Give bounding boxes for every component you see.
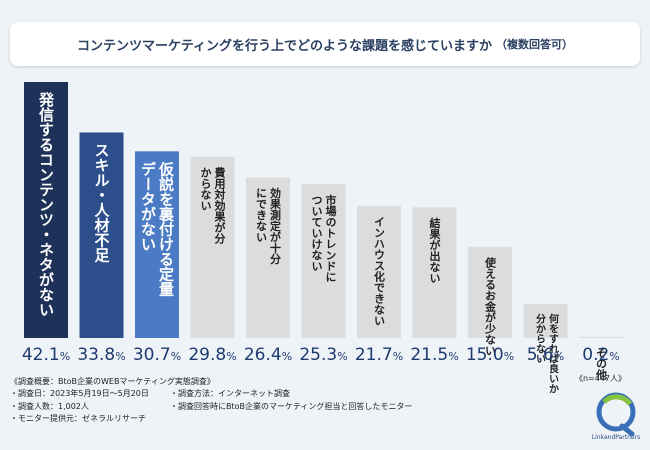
- bar-label-4-2: からない: [199, 166, 212, 210]
- bar-5: [246, 177, 290, 338]
- company-logo: LinkandPartners: [586, 390, 646, 446]
- logo-mark-icon: [596, 392, 636, 437]
- bar-1: [24, 82, 68, 338]
- bar-label-6-1: 市場のトレンドに: [324, 193, 337, 282]
- bar-3: [135, 151, 179, 338]
- bar-label-5-2: にできない: [255, 187, 268, 242]
- survey-date: ・調査日：2023年5月19日～5月20日: [10, 389, 149, 399]
- value-label-2: 33.8%: [77, 345, 125, 365]
- value-label-1: 42.1%: [22, 345, 70, 365]
- bar-label-1-1: 発信するコンテンツ・ネタがない: [37, 91, 55, 317]
- bar-7: [357, 206, 401, 338]
- value-label-7: 21.7%: [355, 345, 403, 365]
- bar-4: [190, 156, 235, 338]
- bar-label-2-1: スキル・人材不足: [93, 142, 111, 263]
- bar-10: [523, 303, 568, 338]
- bar-label-5-1: 効果測定が十分: [269, 186, 283, 265]
- bar-8: [412, 207, 457, 338]
- chart-title: コンテンツマーケティングを行う上でどのような課題を感じていますか: [77, 38, 492, 54]
- bar-11: [579, 336, 623, 338]
- bar-6: [301, 184, 346, 338]
- survey-count: ・調査人数：1,002人: [10, 401, 89, 411]
- survey-target: ・調査回答時にBtoB企業のマーケティング担当と回答したモニター: [170, 401, 413, 411]
- bar-label-4-1: 費用対効果が分: [213, 165, 227, 244]
- bar-2: [79, 132, 124, 338]
- survey-provider: ・モニター提供元：ゼネラルリサーチ: [10, 414, 146, 424]
- sample-size-label: 《n=447人》: [575, 374, 626, 383]
- survey-notes: 《調査概要：BtoB企業のWEBマーケティング実態調査》 ・調査日：2023年5…: [10, 376, 570, 426]
- survey-heading: 《調査概要：BtoB企業のWEBマーケティング実態調査》: [10, 377, 215, 386]
- value-label-6: 25.3%: [299, 345, 347, 365]
- bar-label-9-1: 使えるお金が少ない: [484, 255, 498, 355]
- bar-label-6-2: ついていけない: [310, 194, 323, 271]
- value-label-10: 5.6%: [527, 345, 565, 365]
- value-label-3: 30.7%: [133, 345, 181, 365]
- value-label-5: 26.4%: [244, 345, 292, 365]
- bar-label-10-1: 何をすれば良いか: [547, 313, 559, 394]
- chart-title-note: （複数回答可）: [495, 38, 573, 51]
- bar-label-3-2: データがない: [139, 161, 157, 252]
- value-label-9: 15.0%: [466, 345, 514, 365]
- bar-label-10-2: 分からない: [534, 313, 546, 364]
- value-label-4: 29.8%: [188, 345, 236, 365]
- logo-text: LinkandPartners: [591, 434, 641, 441]
- value-label-11: 0.2%: [582, 345, 620, 365]
- value-label-8: 21.5%: [410, 345, 458, 365]
- bar-9: [468, 246, 512, 338]
- bar-label-3-1: 仮説を裏付ける定量: [157, 161, 175, 297]
- chart-title-box: コンテンツマーケティングを行う上でどのような課題を感じていますか （複数回答可）: [10, 22, 640, 66]
- bar-label-8-1: 結果が出ない: [428, 216, 442, 283]
- bar-label-11-1: その他: [595, 346, 609, 380]
- bar-label-7-1: インハウス化できない: [373, 216, 386, 326]
- survey-method: ・調査方法：インターネット調査: [170, 389, 290, 399]
